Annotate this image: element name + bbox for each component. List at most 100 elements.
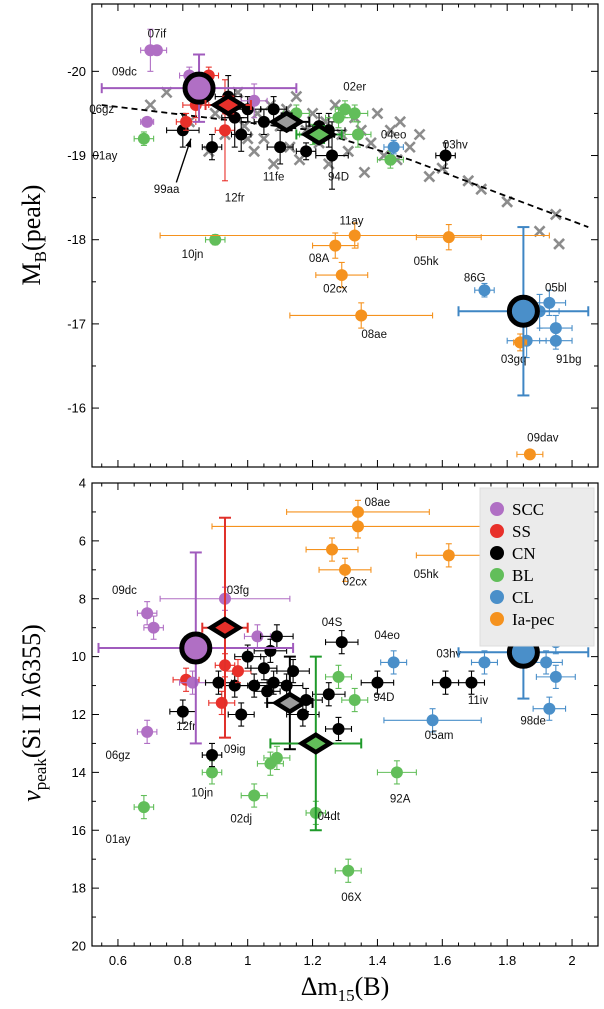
data-point-bl — [240, 783, 268, 808]
marker — [332, 722, 345, 735]
marker — [257, 662, 270, 675]
point-label: 03hv — [436, 649, 461, 661]
legend-swatch — [490, 502, 504, 516]
class-mean-bl — [269, 655, 363, 832]
marker — [241, 650, 254, 663]
point-label: 10jn — [182, 249, 204, 261]
reference-cross-marker — [290, 90, 303, 103]
legend-entry-cn: CN — [490, 544, 536, 563]
bottom-y-tick-label: 12 — [72, 707, 86, 722]
point-label: 05am — [425, 730, 454, 742]
reference-cross-marker — [144, 99, 157, 111]
data-point-cn — [360, 670, 395, 695]
point-label: 03gq — [501, 354, 527, 366]
bottom-y-tick-label: 14 — [72, 765, 86, 780]
marker — [426, 714, 439, 727]
bottom-y-tick-label: 4 — [79, 476, 86, 491]
marker — [300, 145, 313, 158]
marker — [206, 749, 219, 762]
data-point-bl — [201, 760, 223, 785]
point-label: 05hk — [414, 569, 439, 581]
data-point-ia-pec — [286, 499, 430, 525]
point-label: 07if — [148, 28, 167, 40]
reference-cross-marker — [413, 128, 426, 141]
marker — [235, 708, 248, 721]
point-label: 04eo — [381, 129, 407, 141]
class-mean-scc — [100, 53, 298, 123]
x-axis-label: Δm15(B) — [301, 972, 390, 1005]
reference-cross-marker — [257, 132, 270, 145]
data-point-ia-pec — [415, 543, 482, 568]
data-point-cl — [532, 696, 567, 721]
data-point-cn — [253, 638, 288, 663]
reference-cross-marker — [462, 174, 475, 187]
bottom-y-ticks: 4 6 8 10 12 14 16 18 20 — [72, 476, 598, 954]
marker — [326, 149, 339, 162]
data-point-bl — [256, 751, 284, 776]
annotation-arrow — [175, 138, 192, 183]
data-point-scc — [140, 115, 155, 128]
legend-swatch — [490, 546, 504, 560]
marker — [180, 115, 193, 128]
top-y-tick-label: -20 — [67, 64, 86, 79]
marker — [270, 751, 283, 764]
marker — [439, 676, 452, 689]
data-point-ia-pec — [159, 222, 550, 249]
bottom-y-axis-label: vpeak(Si II λ6355) — [17, 624, 50, 802]
data-point-bl — [334, 100, 356, 119]
data-point-ia-pec — [305, 537, 359, 562]
marker — [209, 233, 222, 246]
marker — [543, 296, 556, 309]
point-label: 06gz — [105, 750, 130, 762]
marker — [523, 448, 536, 461]
bottom-y-tick-label: 18 — [72, 881, 86, 896]
legend-entry-bl: BL — [490, 566, 534, 585]
legend-entry-scc: SCC — [490, 500, 544, 519]
legend-swatch — [490, 568, 504, 582]
marker — [339, 563, 351, 576]
data-point-cn — [234, 644, 262, 669]
reference-cross-marker — [371, 107, 384, 120]
data-point-cn — [250, 656, 278, 681]
x-tick-label: 1.8 — [498, 953, 516, 968]
data-point-ss — [208, 690, 236, 716]
top-y-ticks: -20 -19 -18 -17 -16 — [67, 64, 598, 416]
data-point-cl — [383, 708, 482, 733]
reference-cross-marker — [342, 145, 355, 158]
class-mean-ss — [204, 93, 252, 117]
data-point-bl — [263, 745, 291, 771]
marker — [322, 688, 335, 701]
marker — [147, 621, 160, 634]
marker — [390, 766, 403, 779]
reference-cross-marker — [394, 115, 407, 128]
point-label: 02cx — [323, 284, 348, 296]
top-y-tick-label: -17 — [67, 316, 86, 331]
marker — [137, 132, 150, 145]
marker — [332, 111, 345, 124]
point-label: 94D — [373, 692, 394, 704]
data-point-bl — [133, 794, 155, 820]
legend-label: CL — [512, 588, 534, 607]
point-label: 02cx — [343, 576, 368, 588]
legend-swatch — [490, 612, 504, 626]
point-label: 05bl — [545, 283, 567, 295]
data-point-ia-pec — [312, 232, 359, 259]
point-label: 05hk — [414, 256, 439, 268]
data-point-cn — [435, 142, 456, 169]
marker — [270, 630, 283, 643]
data-point-bl — [341, 687, 369, 713]
marker — [176, 705, 189, 718]
x-tick-label: 2 — [568, 953, 575, 968]
legend-label: CN — [512, 544, 536, 563]
marker — [549, 670, 562, 683]
data-point-cn — [260, 96, 288, 123]
top-y-axis-label: MB(peak) — [17, 185, 50, 286]
point-label: 99aa — [154, 184, 180, 196]
data-point-cn — [457, 670, 486, 695]
point-label: 11iv — [468, 695, 488, 707]
marker — [339, 103, 351, 116]
marker — [264, 644, 277, 657]
point-label: 08A — [309, 253, 330, 265]
data-point-cn — [227, 702, 255, 727]
